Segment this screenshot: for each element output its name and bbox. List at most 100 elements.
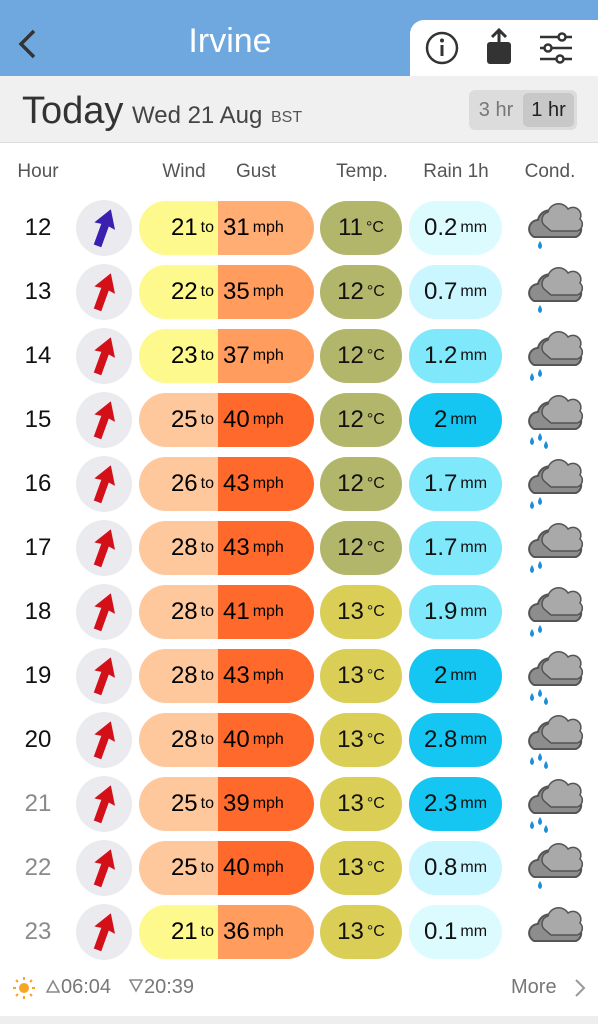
gust-speed: 31 [223,214,250,241]
wind-cell: 21 to [139,201,218,255]
temperature-pill: 12 °C [320,393,402,447]
wind-gust-pill: 21 to 31 mph [139,201,314,255]
wind-cell: 23 to [139,329,218,383]
rain-pill: 2 mm [409,649,502,703]
weather-icon [528,267,584,313]
wind-cell: 26 to [139,457,218,511]
gust-speed: 43 [223,662,250,689]
unit: °C [365,219,384,236]
rain-pill: 2.3 mm [409,777,502,831]
bottom-edge [0,1016,598,1024]
gust-cell: 35 mph [218,265,314,319]
wind-speed: 21 [170,918,198,945]
wind-direction-arrow [76,904,132,960]
wind-gust-pill: 21 to 36 mph [139,905,314,959]
unit: to [200,603,214,620]
rain-pill: 1.9 mm [409,585,502,639]
temperature: 12 [337,278,364,305]
gust-cell: 37 mph [218,329,314,383]
wind-gust-pill: 28 to 43 mph [139,649,314,703]
share-button[interactable] [484,28,514,66]
unit: °C [366,411,385,428]
temperature: 11 [338,214,363,241]
forecast-row: 19 28 to 43 mph 13 °C 2 mm [0,648,598,705]
unit: to [200,283,214,300]
unit: to [200,347,214,364]
unit: mph [252,859,284,876]
hour: 15 [24,406,52,433]
toggle-3hr[interactable]: 3 hr [478,99,514,121]
wind-direction-arrow [76,456,132,512]
weather-icon [528,459,584,509]
gust-cell: 40 mph [218,393,314,447]
wind-gust-pill: 26 to 43 mph [139,457,314,511]
wind-gust-pill: 28 to 40 mph [139,713,314,767]
hour: 13 [24,278,52,305]
hour: 21 [24,790,52,817]
gust-cell: 40 mph [218,841,314,895]
weather-icon [528,395,584,449]
wind-direction-arrow [76,328,132,384]
rain-amount: 1.7 [423,470,458,497]
hour: 18 [24,598,52,625]
unit: mph [252,475,284,492]
unit: mm [460,603,488,620]
hour: 23 [24,918,52,945]
temperature-pill: 12 °C [320,521,402,575]
unit: °C [366,859,385,876]
wind-speed: 25 [170,790,198,817]
unit: mph [252,731,284,748]
forecast-table: Hour Wind Gust Temp. Rain 1h Cond. 12 21 to 31 mph… [0,143,598,963]
unit: mm [460,795,488,812]
column-header: Hour [17,161,59,182]
unit: mm [450,667,477,684]
unit: mph [252,283,284,300]
wind-direction-arrow [76,264,132,320]
unit: mph [252,667,284,684]
temperature: 12 [337,342,364,369]
unit: mm [450,411,477,428]
unit: mm [460,539,488,556]
temperature-pill: 13 °C [320,777,402,831]
rain-amount: 0.8 [423,854,458,881]
info-button[interactable] [424,30,460,66]
wind-direction-arrow [76,712,132,768]
unit: to [200,539,214,556]
weather-icon [528,331,584,381]
weather-icon [528,907,584,942]
gust-cell: 40 mph [218,713,314,767]
settings-button[interactable] [538,32,574,64]
unit: mm [460,923,488,940]
forecast-row: 15 25 to 40 mph 12 °C 2 mm [0,392,598,449]
temperature: 13 [337,598,364,625]
unit: mph [252,347,284,364]
wind-gust-pill: 25 to 40 mph [139,393,314,447]
date-bar: Today Wed 21 Aug BST 3 hr 1 hr [0,76,598,143]
rain-amount: 2 [433,662,448,689]
rain-amount: 0.2 [423,214,458,241]
gust-speed: 36 [223,918,250,945]
wind-cell: 28 to [139,713,218,767]
gust-speed: 39 [223,790,250,817]
unit: mm [460,475,488,492]
wind-direction-arrow [76,520,132,576]
rain-pill: 2 mm [409,393,502,447]
forecast-row: 20 28 to 40 mph 13 °C 2.8 mm [0,712,598,769]
forecast-row: 16 26 to 43 mph 12 °C 1.7 mm [0,456,598,512]
more-link[interactable]: More [511,976,557,998]
gust-cell: 31 mph [218,201,314,255]
temperature: 13 [337,918,364,945]
back-button[interactable] [16,28,38,60]
unit: °C [366,603,385,620]
forecast-row: 13 22 to 35 mph 12 °C 0.7 mm [0,264,598,320]
temperature: 13 [337,726,364,753]
unit: mm [460,859,488,876]
wind-speed: 28 [170,662,198,689]
temperature: 12 [337,534,364,561]
weather-icon [528,651,584,705]
toggle-1hr[interactable]: 1 hr [523,93,574,127]
rain-amount: 0.7 [423,278,458,305]
temperature: 13 [337,790,364,817]
wind-cell: 22 to [139,265,218,319]
hour: 22 [24,854,52,881]
